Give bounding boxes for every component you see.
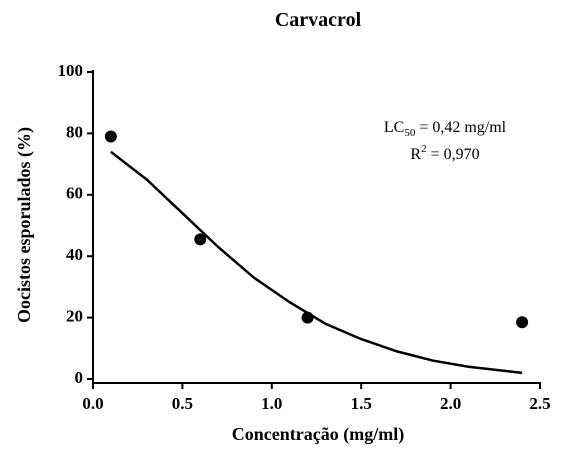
annotation-text: = 0,970 [427, 146, 480, 163]
chart-title: Carvacrol [275, 9, 362, 31]
annotation-superscript: 2 [421, 143, 427, 155]
data-point [194, 233, 207, 246]
x-tick-label: 2.0 [440, 394, 461, 413]
annotation-base: R [410, 146, 421, 163]
annotation-base: LC [384, 119, 404, 136]
y-tick-label: 0 [75, 368, 84, 387]
x-tick-label: 1.5 [351, 394, 372, 413]
annotation: LC50 = 0,42 mg/ml [384, 119, 507, 139]
data-point [104, 130, 117, 143]
data-point [301, 311, 314, 324]
y-axis-label: Oocistos esporulados (%) [14, 127, 35, 323]
x-tick-label: 1.0 [261, 394, 282, 413]
annotation-subscript: 50 [404, 127, 416, 139]
annotation: R2 = 0,970 [410, 143, 479, 163]
y-tick-label: 100 [58, 61, 84, 80]
y-tick-label: 20 [66, 307, 83, 326]
y-tick-label: 80 [66, 122, 83, 141]
x-tick-label: 0.5 [172, 394, 193, 413]
x-axis-label: Concentração (mg/ml) [232, 424, 404, 445]
y-tick-label: 60 [66, 184, 83, 203]
fit-curve [110, 150, 523, 375]
x-tick-label: 2.5 [529, 394, 550, 413]
data-point [516, 316, 529, 329]
y-tick-label: 40 [66, 245, 83, 264]
x-tick-label: 0.0 [82, 394, 103, 413]
annotation-text: = 0,42 mg/ml [415, 119, 506, 136]
